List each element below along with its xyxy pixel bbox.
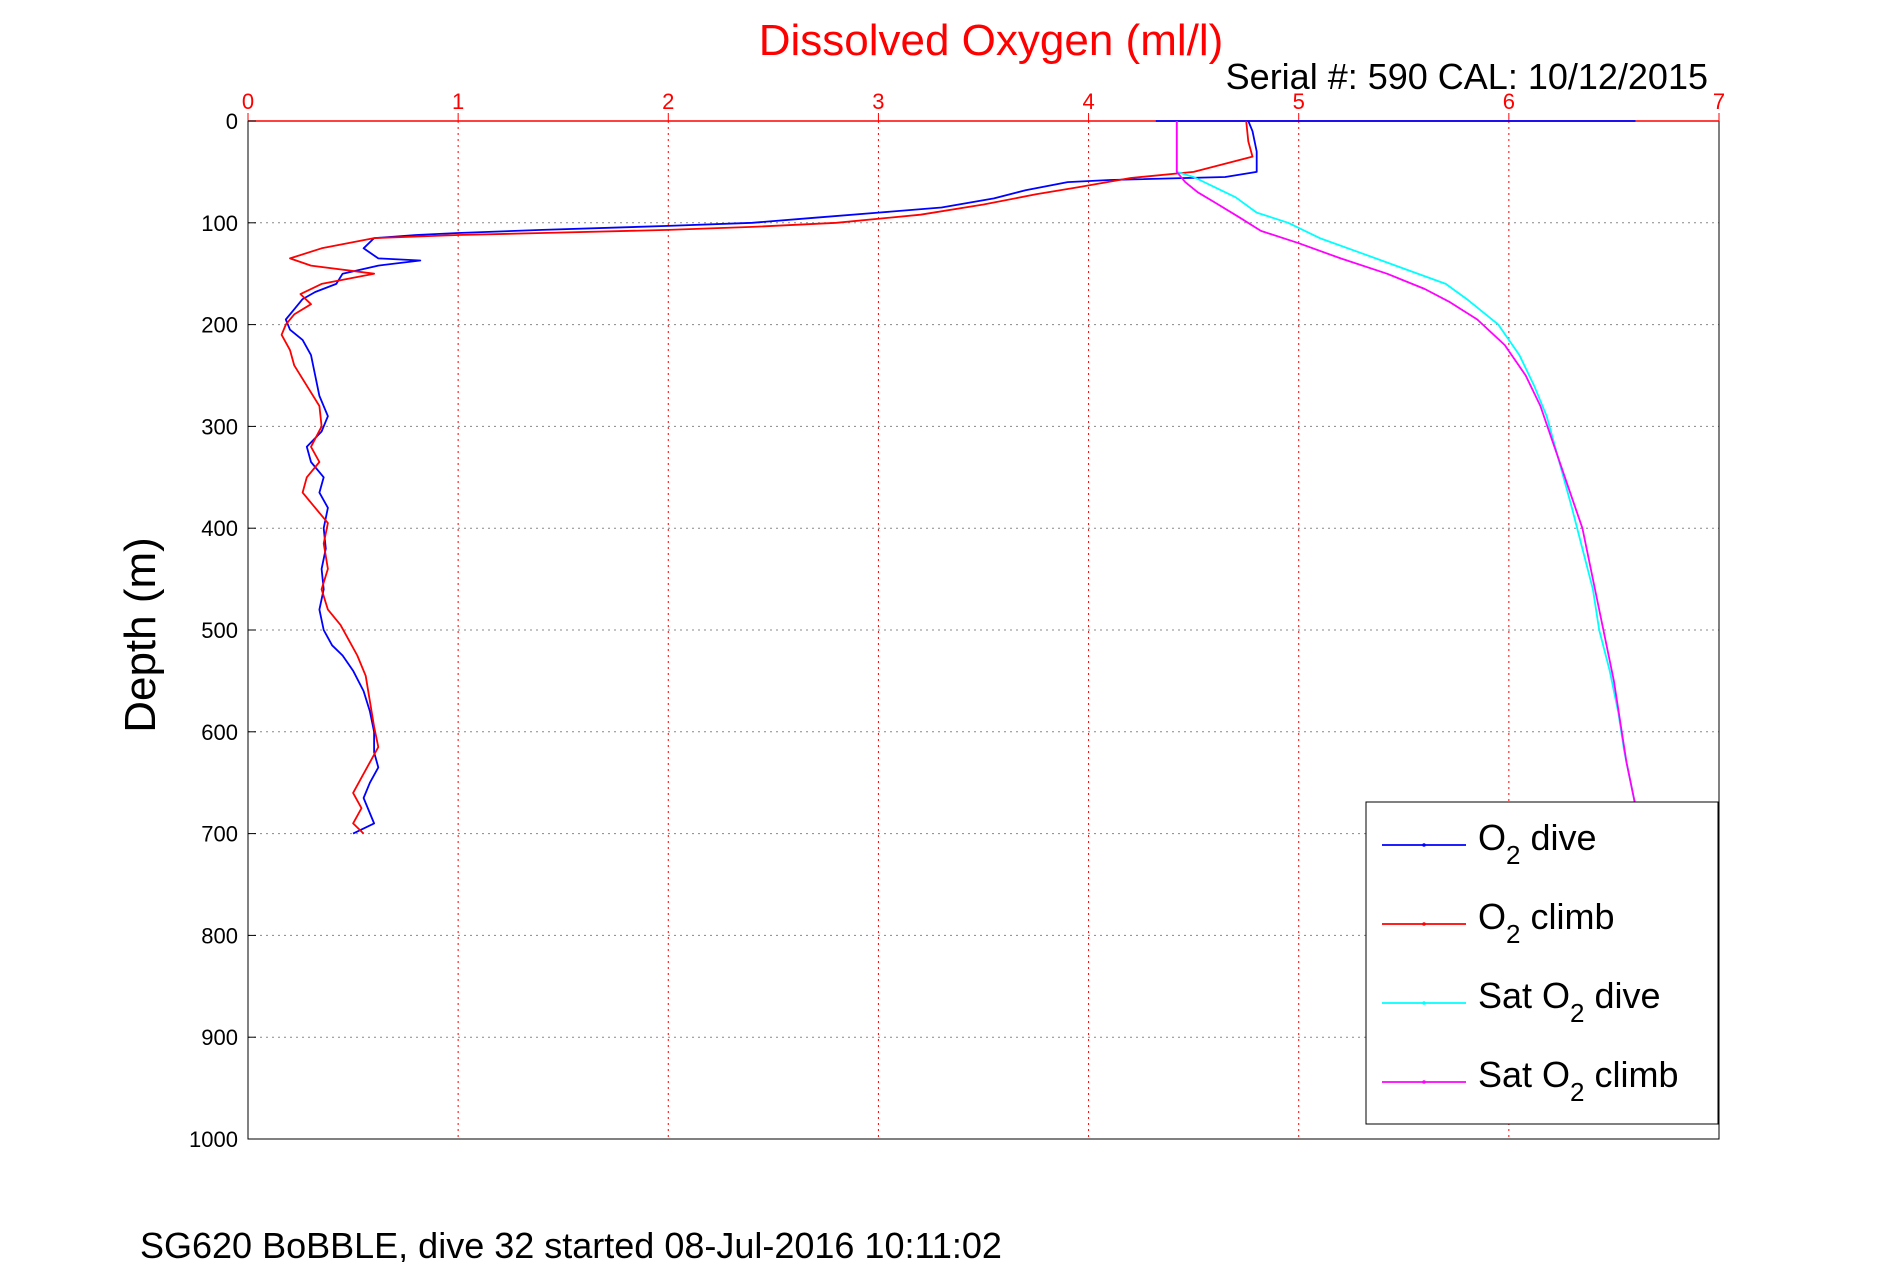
x-tick-label: 0 <box>242 89 254 114</box>
y-tick-label: 600 <box>201 720 238 745</box>
series-lines <box>280 120 1636 835</box>
y-tick-label: 900 <box>201 1025 238 1050</box>
legend-label: O2 climb <box>1478 896 1615 949</box>
y-tick-label: 800 <box>201 923 238 948</box>
y-tick-label: 400 <box>201 516 238 541</box>
series-line-o2-dive <box>284 120 1636 835</box>
y-tick-label: 1000 <box>189 1127 238 1152</box>
chart-title: Dissolved Oxygen (ml/l) <box>759 16 1224 65</box>
legend-box <box>1365 801 1719 1125</box>
x-tick-label: 5 <box>1293 89 1305 114</box>
legend-label: Sat O2 climb <box>1478 1054 1679 1107</box>
legend-marker <box>1422 843 1426 847</box>
y-tick-label: 300 <box>201 414 238 439</box>
footer-caption: SG620 BoBBLE, dive 32 started 08-Jul-201… <box>140 1225 1002 1262</box>
y-tick-label: 100 <box>201 211 238 236</box>
series-line-sat-o2-dive <box>1175 121 1636 804</box>
series-line-sat-o2-climb <box>1175 121 1636 804</box>
chart-subtitle: Serial #: 590 CAL: 10/12/2015 <box>1226 56 1708 97</box>
x-tick-label: 3 <box>872 89 884 114</box>
y-tick-label: 200 <box>201 313 238 338</box>
legend-marker <box>1422 1080 1426 1084</box>
y-tick-label: 500 <box>201 618 238 643</box>
x-tick-label: 1 <box>452 89 464 114</box>
x-tick-label: 4 <box>1082 89 1094 114</box>
legend: O2 dive O2 climb Sat O2 dive Sat O2 climb <box>1365 801 1719 1125</box>
y-tick-label: 700 <box>201 822 238 847</box>
axes: 0 1 2 3 4 5 6 7 0 100 200 300 400 500 600 700 800 900 1000 <box>189 89 1725 1152</box>
x-tick-label: 6 <box>1503 89 1515 114</box>
x-tick-label: 7 <box>1713 89 1725 114</box>
legend-marker <box>1422 922 1426 926</box>
series-line-o2-climb <box>280 120 1254 835</box>
legend-label: O2 dive <box>1478 817 1597 870</box>
y-tick-label: 0 <box>226 109 238 134</box>
legend-label: Sat O2 dive <box>1478 975 1661 1028</box>
x-tick-label: 2 <box>662 89 674 114</box>
legend-marker <box>1422 1001 1426 1005</box>
y-axis-label: Depth (m) <box>116 537 165 733</box>
